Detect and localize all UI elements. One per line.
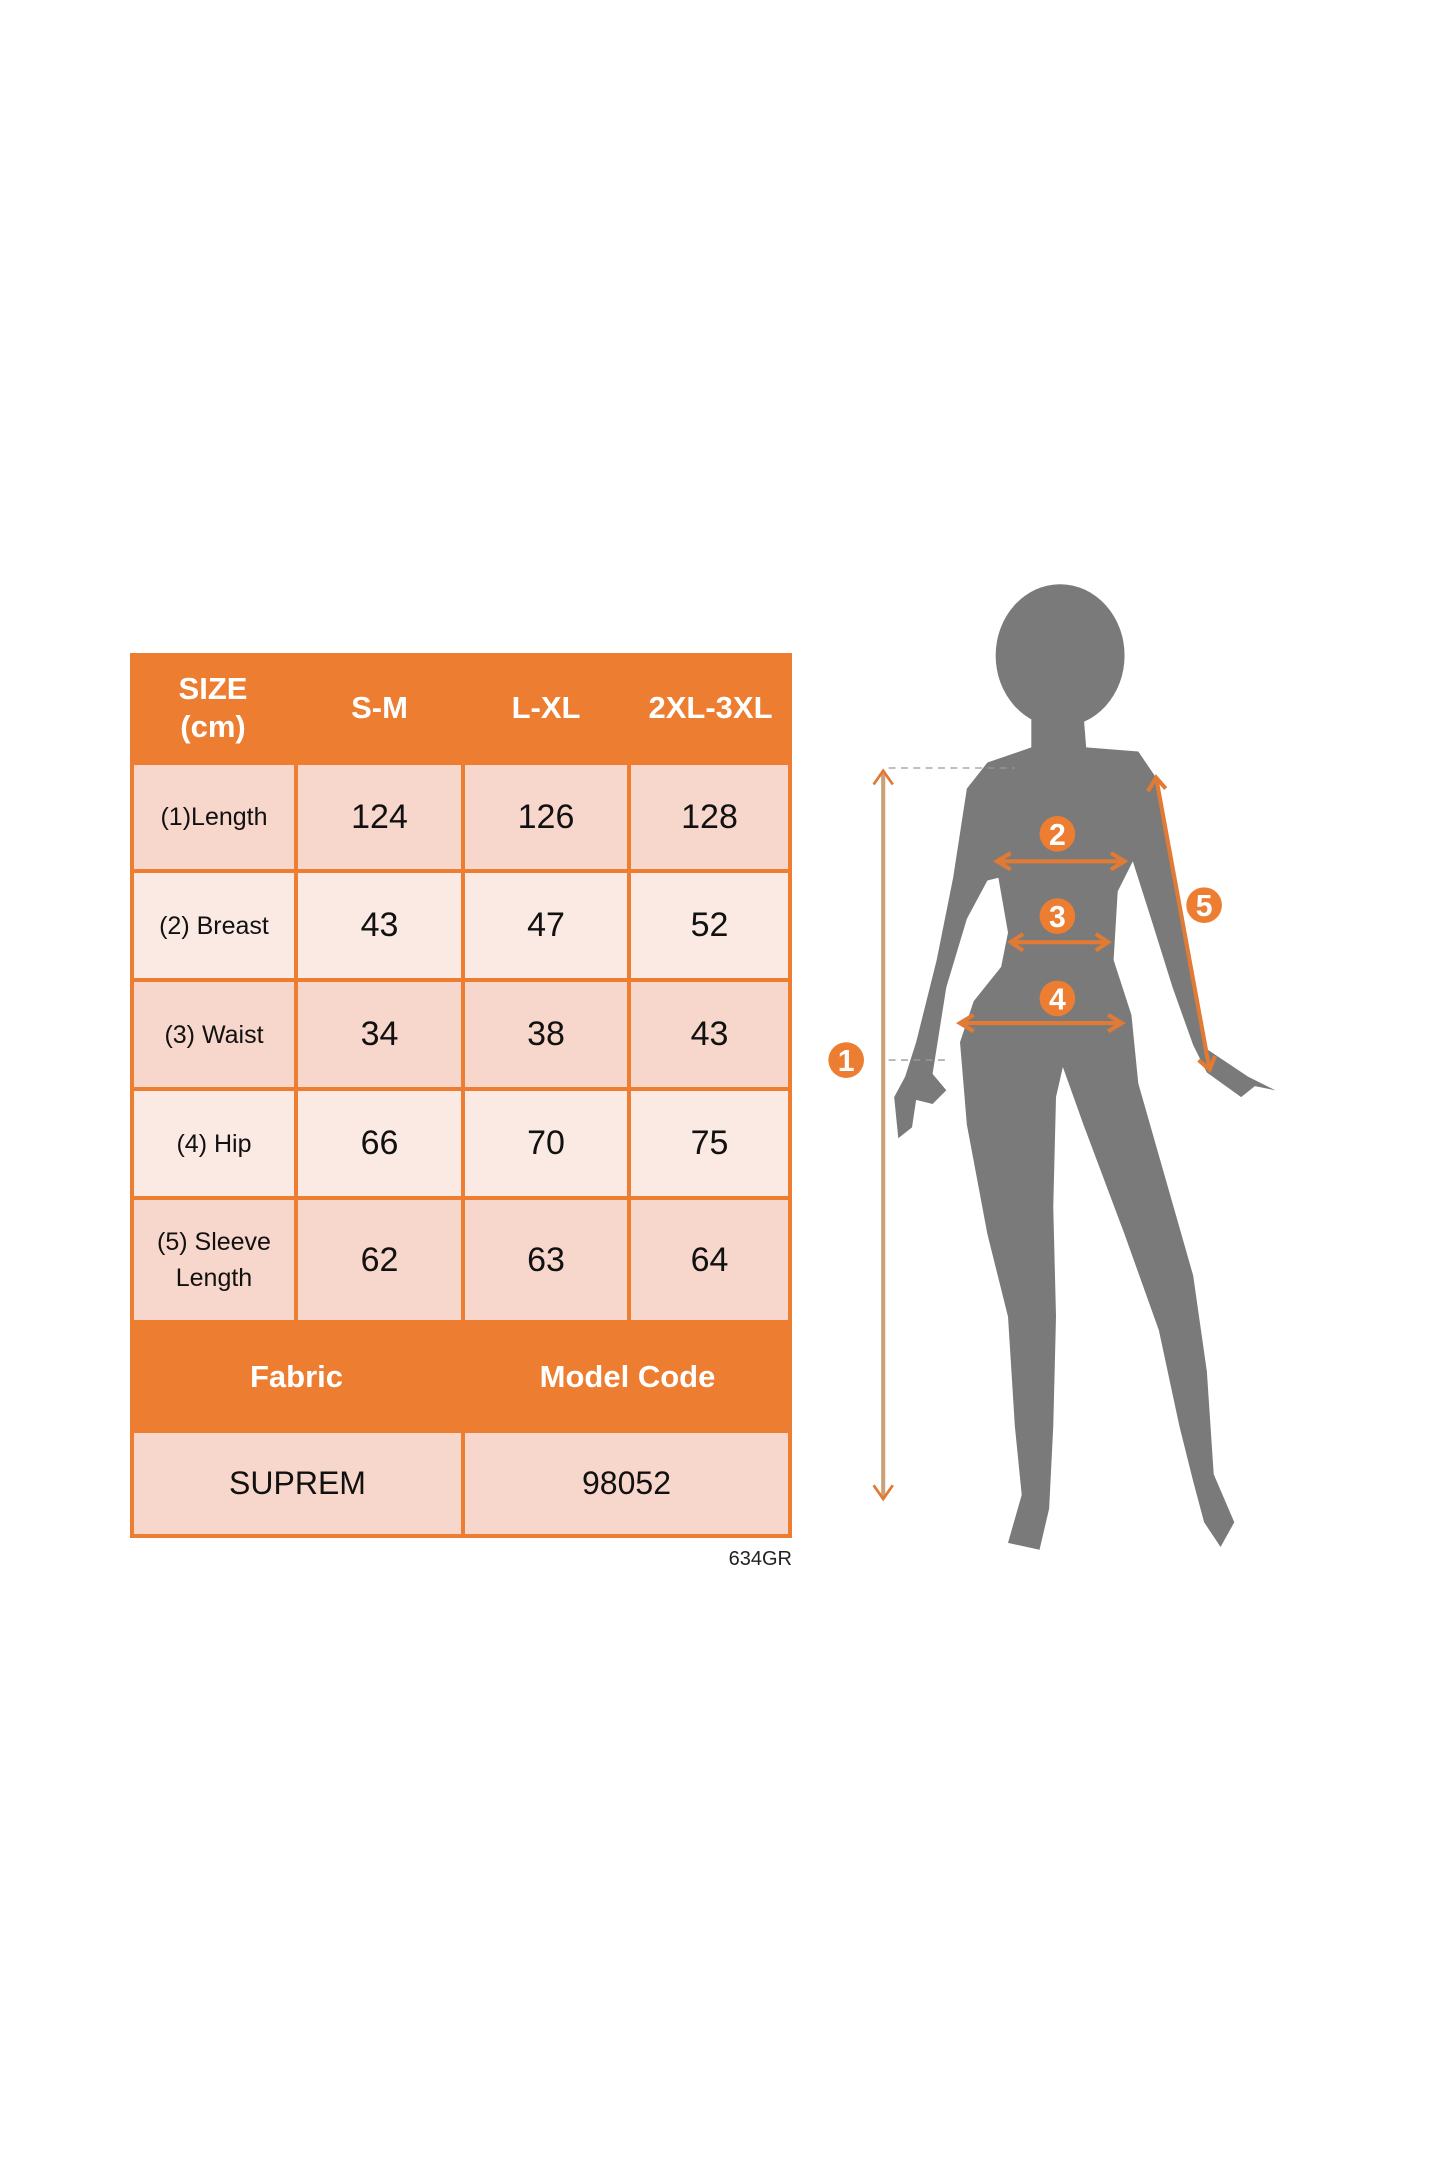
- svg-text:3: 3: [1049, 901, 1066, 934]
- row-label-sleeve-length: (5) Sleeve Length: [134, 1200, 294, 1320]
- table-cell: 38: [465, 982, 627, 1087]
- marker-1: 1: [828, 1042, 864, 1078]
- table-cell: 128: [631, 765, 788, 869]
- row-label-length: (1)Length: [134, 765, 294, 869]
- fabric-value: SUPREM: [134, 1433, 461, 1534]
- size-unit-header: SIZE (cm): [178, 671, 248, 744]
- table-cell: 62: [298, 1200, 461, 1320]
- svg-text:5: 5: [1196, 890, 1213, 923]
- table-cell: 43: [631, 982, 788, 1087]
- table-cell: 34: [298, 982, 461, 1087]
- table-cell: 64: [631, 1200, 788, 1320]
- hip-arrow: [956, 1013, 1126, 1034]
- svg-text:4: 4: [1049, 983, 1066, 1016]
- marker-5: 5: [1186, 887, 1222, 923]
- model-code-value: 98052: [465, 1433, 788, 1534]
- row-label-waist: (3) Waist: [134, 982, 294, 1087]
- table-cell: 52: [631, 873, 788, 978]
- table-cell: 126: [465, 765, 627, 869]
- table-cell: 43: [298, 873, 461, 978]
- row-label-hip: (4) Hip: [134, 1091, 294, 1196]
- sleeve-arrow: [1146, 774, 1217, 1074]
- size-header-s-m: S-M: [351, 690, 408, 725]
- table-cell: 66: [298, 1091, 461, 1196]
- svg-text:1: 1: [838, 1045, 855, 1078]
- size-header-2xl-3xl: 2XL-3XL: [648, 690, 773, 725]
- table-cell: 75: [631, 1091, 788, 1196]
- row-label-breast: (2) Breast: [134, 873, 294, 978]
- size-header-l-xl: L-XL: [511, 690, 581, 725]
- body-silhouette: [894, 584, 1276, 1550]
- breast-arrow: [993, 851, 1129, 872]
- waist-arrow: [1007, 932, 1112, 953]
- size-chart-table: SIZE (cm) S-M L-XL 2XL-3XL (1)Length 124…: [130, 653, 792, 1538]
- table-cell: 47: [465, 873, 627, 978]
- length-arrowheads: [872, 768, 894, 1502]
- table-cell: 124: [298, 765, 461, 869]
- product-code-note: 634GR: [728, 1548, 792, 1570]
- marker-4: 4: [1039, 980, 1076, 1016]
- model-code-header: Model Code: [539, 1359, 716, 1394]
- marker-3: 3: [1039, 898, 1076, 934]
- table-cell: 70: [465, 1091, 627, 1196]
- marker-2: 2: [1039, 816, 1076, 852]
- svg-text:2: 2: [1049, 819, 1066, 852]
- fabric-header: Fabric: [249, 1359, 344, 1394]
- table-cell: 63: [465, 1200, 627, 1320]
